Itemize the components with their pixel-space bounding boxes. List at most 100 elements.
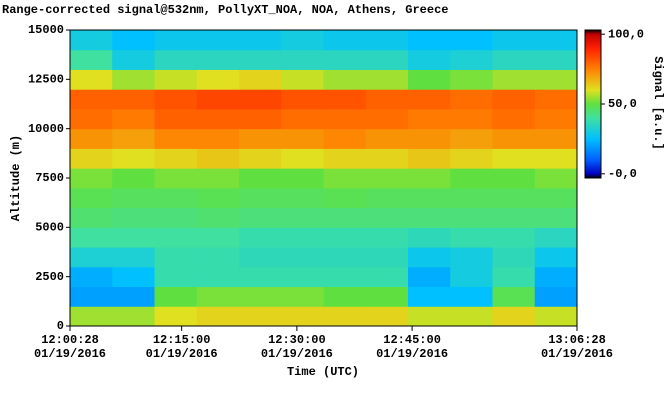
heatmap-cell bbox=[450, 30, 493, 51]
heatmap-cell bbox=[112, 286, 155, 307]
heatmap-cell bbox=[492, 30, 536, 51]
heatmap-cell bbox=[323, 286, 367, 307]
heatmap-cell bbox=[154, 207, 198, 228]
heatmap-cell bbox=[281, 187, 324, 209]
heatmap-cell bbox=[154, 30, 198, 51]
heatmap-cell bbox=[323, 69, 367, 90]
heatmap-cell bbox=[365, 69, 409, 90]
heatmap-cell bbox=[365, 89, 409, 110]
heatmap-cell bbox=[239, 89, 282, 110]
heatmap-cell bbox=[492, 306, 536, 327]
heatmap-cell bbox=[239, 187, 282, 209]
heatmap-cell bbox=[154, 266, 198, 288]
heatmap-cell bbox=[534, 286, 578, 307]
heatmap-cell bbox=[112, 266, 155, 288]
heatmap-cell bbox=[450, 148, 493, 169]
heatmap-cell bbox=[281, 108, 324, 130]
heatmap-cell bbox=[112, 128, 155, 149]
heatmap-cell bbox=[492, 148, 536, 169]
heatmap-cell bbox=[534, 227, 578, 248]
heatmap-cell bbox=[196, 89, 240, 110]
heatmap-cell bbox=[408, 49, 451, 70]
heatmap-cell bbox=[323, 266, 367, 288]
heatmap-cell bbox=[196, 49, 240, 70]
heatmap-cell bbox=[408, 128, 451, 149]
heatmap-cell bbox=[492, 49, 536, 70]
y-tick-label: 15000 bbox=[28, 23, 64, 37]
heatmap-cell bbox=[239, 30, 282, 51]
y-tick-label: 7500 bbox=[35, 171, 64, 185]
heatmap-cell bbox=[323, 168, 367, 189]
heatmap-cell bbox=[154, 187, 198, 209]
heatmap-cell bbox=[534, 168, 578, 189]
heatmap-cell bbox=[365, 168, 409, 189]
heatmap-cell bbox=[112, 207, 155, 228]
x-tick-label: 12:00:28 01/19/2016 bbox=[34, 333, 106, 361]
heatmap-cell bbox=[365, 108, 409, 130]
heatmap-cell bbox=[408, 89, 451, 110]
heatmap-cell bbox=[70, 247, 113, 268]
heatmap-cell bbox=[154, 69, 198, 90]
heatmap-cell bbox=[239, 286, 282, 307]
heatmap-cell bbox=[154, 306, 198, 327]
heatmap-cell bbox=[112, 306, 155, 327]
heatmap-cell bbox=[112, 168, 155, 189]
heatmap-cell bbox=[534, 247, 578, 268]
heatmap-cell bbox=[154, 247, 198, 268]
heatmap-cell bbox=[70, 30, 113, 51]
heatmap-cell bbox=[281, 30, 324, 51]
heatmap-cell bbox=[196, 266, 240, 288]
heatmap-cell bbox=[492, 69, 536, 90]
x-axis-label: Time (UTC) bbox=[287, 365, 359, 379]
y-tick-label: 2500 bbox=[35, 270, 64, 284]
heatmap-cell bbox=[70, 148, 113, 169]
heatmap-cell bbox=[492, 286, 536, 307]
heatmap-cell bbox=[70, 306, 113, 327]
heatmap-cell bbox=[450, 247, 493, 268]
heatmap-cell bbox=[323, 49, 367, 70]
heatmap-cell bbox=[196, 108, 240, 130]
heatmap-cell bbox=[408, 247, 451, 268]
heatmap-cell bbox=[408, 148, 451, 169]
heatmap-cell bbox=[492, 187, 536, 209]
heatmap-cell bbox=[408, 227, 451, 248]
heatmap-cell bbox=[408, 108, 451, 130]
heatmap-cell bbox=[281, 148, 324, 169]
heatmap-cell bbox=[239, 306, 282, 327]
heatmap-cell bbox=[154, 227, 198, 248]
heatmap-cell bbox=[239, 49, 282, 70]
heatmap-cell bbox=[281, 227, 324, 248]
heatmap-cell bbox=[408, 168, 451, 189]
heatmap-cell bbox=[492, 128, 536, 149]
heatmap-cell bbox=[281, 247, 324, 268]
heatmap-cell bbox=[534, 266, 578, 288]
heatmap-cell bbox=[365, 49, 409, 70]
heatmap-cell bbox=[70, 266, 113, 288]
x-tick-label: 12:45:00 01/19/2016 bbox=[376, 333, 448, 361]
heatmap-cell bbox=[112, 148, 155, 169]
heatmap-cell bbox=[281, 128, 324, 149]
heatmap-cell bbox=[323, 128, 367, 149]
heatmap-cell bbox=[70, 128, 113, 149]
heatmap-cell bbox=[450, 207, 493, 228]
heatmap-cell bbox=[365, 266, 409, 288]
heatmap-cell bbox=[112, 89, 155, 110]
heatmap-cell bbox=[365, 128, 409, 149]
heatmap-cell bbox=[534, 30, 578, 51]
x-tick-label: 12:15:00 01/19/2016 bbox=[146, 333, 218, 361]
y-axis-label: Altitude (m) bbox=[9, 135, 23, 221]
heatmap-cell bbox=[450, 306, 493, 327]
heatmap-cell bbox=[450, 49, 493, 70]
heatmap-cell bbox=[112, 69, 155, 90]
heatmap-cell bbox=[196, 30, 240, 51]
heatmap-cell bbox=[281, 306, 324, 327]
x-tick-label: 13:06:28 01/19/2016 bbox=[541, 333, 613, 361]
heatmap-cell bbox=[450, 286, 493, 307]
heatmap-cell bbox=[492, 89, 536, 110]
chart-title: Range-corrected signal@532nm, PollyXT_NO… bbox=[2, 3, 448, 17]
heatmap-cell bbox=[408, 207, 451, 228]
heatmap-cell bbox=[196, 286, 240, 307]
heatmap-cell bbox=[534, 187, 578, 209]
heatmap-cell bbox=[408, 286, 451, 307]
heatmap-cell bbox=[154, 286, 198, 307]
